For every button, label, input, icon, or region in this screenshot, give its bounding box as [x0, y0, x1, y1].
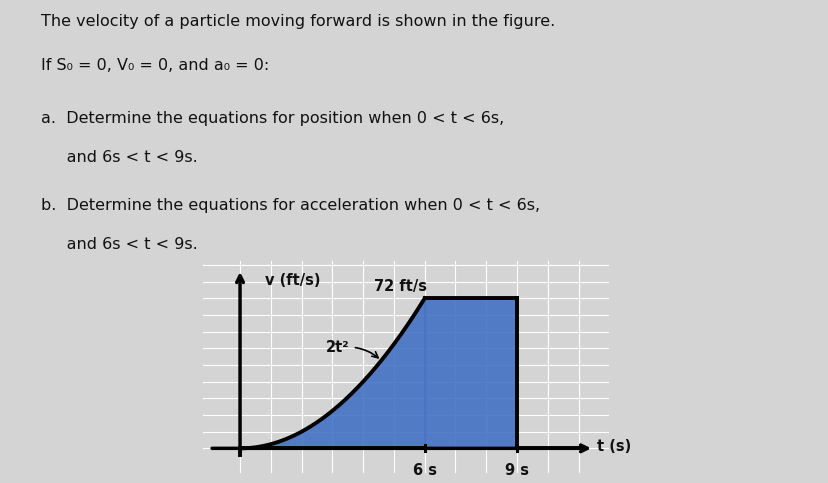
Text: The velocity of a particle moving forward is shown in the figure.: The velocity of a particle moving forwar…	[41, 14, 555, 29]
Text: and 6s < t < 9s.: and 6s < t < 9s.	[41, 237, 198, 252]
Text: 9 s: 9 s	[504, 463, 528, 478]
Text: 2t²: 2t²	[325, 341, 378, 358]
Text: v (ft/s): v (ft/s)	[264, 273, 320, 288]
Text: 6 s: 6 s	[412, 463, 436, 478]
Text: If S₀ = 0, V₀ = 0, and a₀ = 0:: If S₀ = 0, V₀ = 0, and a₀ = 0:	[41, 58, 269, 73]
Text: a.  Determine the equations for position when 0 < t < 6s,: a. Determine the equations for position …	[41, 111, 504, 126]
Text: 72 ft/s: 72 ft/s	[373, 279, 426, 294]
Text: and 6s < t < 9s.: and 6s < t < 9s.	[41, 150, 198, 165]
Text: t (s): t (s)	[596, 439, 630, 454]
Text: b.  Determine the equations for acceleration when 0 < t < 6s,: b. Determine the equations for accelerat…	[41, 198, 540, 213]
